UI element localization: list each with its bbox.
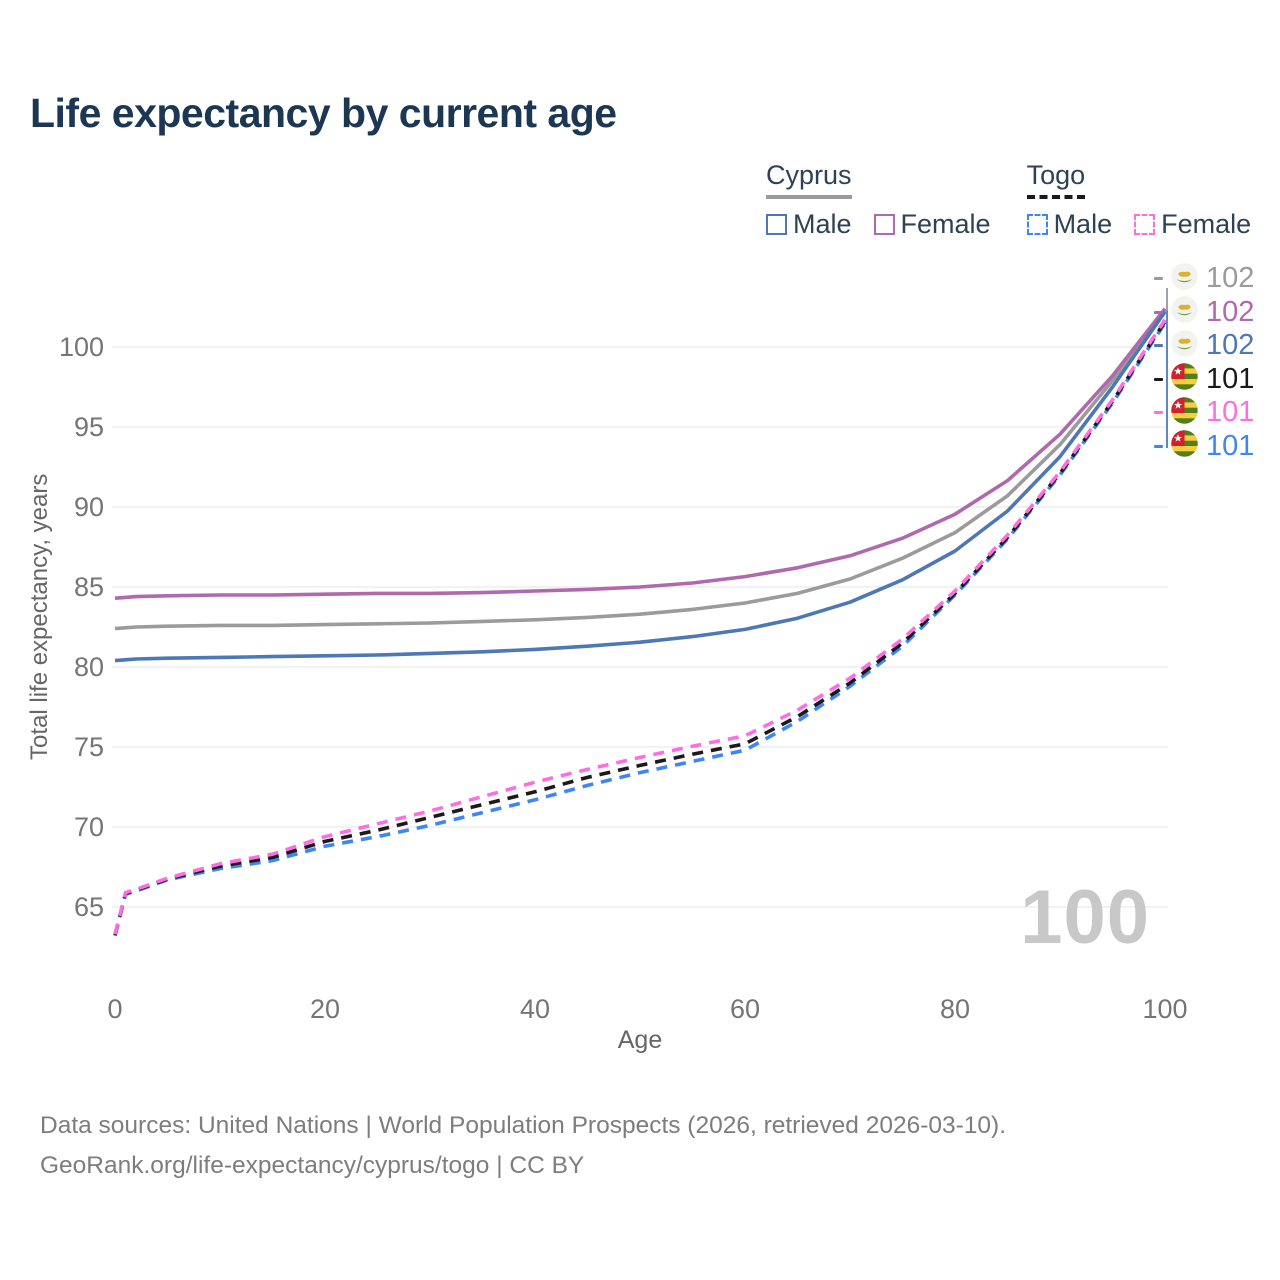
cyprus-flag-icon — [1171, 263, 1198, 290]
series-cyprus-female — [114, 307, 1167, 600]
legend-item-cyprus-male[interactable]: Male — [766, 209, 852, 240]
y-tick-label: 95 — [74, 412, 104, 442]
y-tick-label: 85 — [74, 572, 104, 602]
end-label-connector — [1166, 288, 1168, 448]
y-tick-label: 90 — [74, 492, 104, 522]
end-label-row[interactable]: 102 — [1154, 329, 1254, 363]
age-watermark: 100 — [1020, 875, 1150, 960]
footer-attribution: GeoRank.org/life-expectancy/cyprus/togo … — [40, 1152, 585, 1179]
end-label-tick — [1154, 444, 1163, 448]
end-label-value: 102 — [1206, 295, 1255, 328]
cyprus-flag — [1171, 330, 1198, 362]
end-label-tick — [1154, 411, 1163, 415]
page-title: Life expectancy by current age — [30, 90, 617, 136]
legend-group-title-cyprus[interactable]: Cyprus — [766, 160, 852, 199]
legend-group-cyprus: Cyprus Male Female — [766, 160, 991, 240]
legend-swatch-icon — [1134, 214, 1156, 235]
legend-item-label: Female — [1161, 209, 1252, 239]
legend-group-togo: Togo Male Female — [1026, 160, 1251, 240]
end-label-value: 101 — [1206, 396, 1255, 429]
legend-items-togo: Male Female — [1026, 209, 1251, 240]
series-togo-male — [113, 322, 1167, 937]
footer-sources: Data sources: United Nations | World Pop… — [40, 1112, 1007, 1139]
end-label-row[interactable]: 102 — [1154, 262, 1254, 296]
legend-item-cyprus-female[interactable]: Female — [873, 209, 991, 240]
x-tick-label: 40 — [520, 994, 550, 1024]
x-tick-label: 20 — [310, 994, 340, 1024]
x-tick-label: 60 — [730, 994, 760, 1024]
legend-swatch-icon — [766, 214, 787, 235]
legend-swatch-icon — [873, 214, 895, 235]
end-label-row[interactable]: 102 — [1154, 296, 1254, 330]
togo-flag — [1171, 397, 1198, 429]
togo-flag-icon — [1171, 363, 1198, 390]
series-cyprus-male — [114, 310, 1167, 663]
legend-item-togo-male[interactable]: Male — [1026, 209, 1113, 240]
y-tick-label: 100 — [59, 332, 104, 362]
end-label-tick — [1154, 310, 1163, 314]
x-tick-label: 100 — [1142, 994, 1187, 1024]
legend-item-label: Male — [1053, 209, 1113, 239]
cyprus-flag — [1171, 263, 1198, 295]
legend-items-cyprus: Male Female — [766, 209, 991, 240]
end-label-value: 101 — [1206, 429, 1255, 462]
y-tick-label: 65 — [74, 892, 104, 922]
legend-group-title-togo[interactable]: Togo — [1026, 160, 1086, 199]
cyprus-flag-icon — [1171, 296, 1198, 323]
end-label-row[interactable]: 101 — [1154, 396, 1254, 430]
end-label-value: 102 — [1206, 329, 1255, 362]
togo-flag-icon — [1171, 397, 1198, 424]
end-label-tick — [1154, 277, 1163, 281]
y-tick-label: 75 — [74, 732, 104, 762]
togo-flag-icon — [1171, 430, 1198, 457]
x-axis-title: Age — [617, 1026, 663, 1054]
end-label-row[interactable]: 101 — [1154, 363, 1254, 397]
legend: Cyprus Male Female Togo Male Female — [766, 160, 1251, 240]
series-togo-both-sexes — [113, 320, 1167, 936]
legend-item-togo-female[interactable]: Female — [1134, 209, 1251, 240]
y-tick-label: 70 — [74, 812, 104, 842]
end-label-value: 101 — [1206, 362, 1255, 395]
togo-flag — [1171, 363, 1198, 395]
end-label-row[interactable]: 101 — [1154, 430, 1254, 464]
end-labels: 102 102 102 101 101 101 — [1154, 262, 1254, 463]
series-cyprus-both-sexes — [114, 309, 1167, 631]
legend-item-label: Male — [793, 209, 852, 239]
end-label-value: 102 — [1206, 262, 1255, 295]
x-tick-label: 80 — [940, 994, 970, 1024]
legend-item-label: Female — [900, 209, 991, 239]
end-label-tick — [1154, 344, 1163, 348]
y-tick-label: 80 — [74, 652, 104, 682]
cyprus-flag-icon — [1171, 330, 1198, 357]
legend-swatch-icon — [1026, 214, 1048, 235]
cyprus-flag — [1171, 296, 1198, 328]
x-tick-label: 0 — [107, 994, 122, 1024]
togo-flag — [1171, 430, 1198, 462]
end-label-tick — [1154, 377, 1163, 381]
y-axis-title: Total life expectancy, years — [26, 473, 53, 761]
series-togo-female — [113, 318, 1167, 935]
footer: Data sources: United Nations | World Pop… — [40, 1106, 1006, 1186]
